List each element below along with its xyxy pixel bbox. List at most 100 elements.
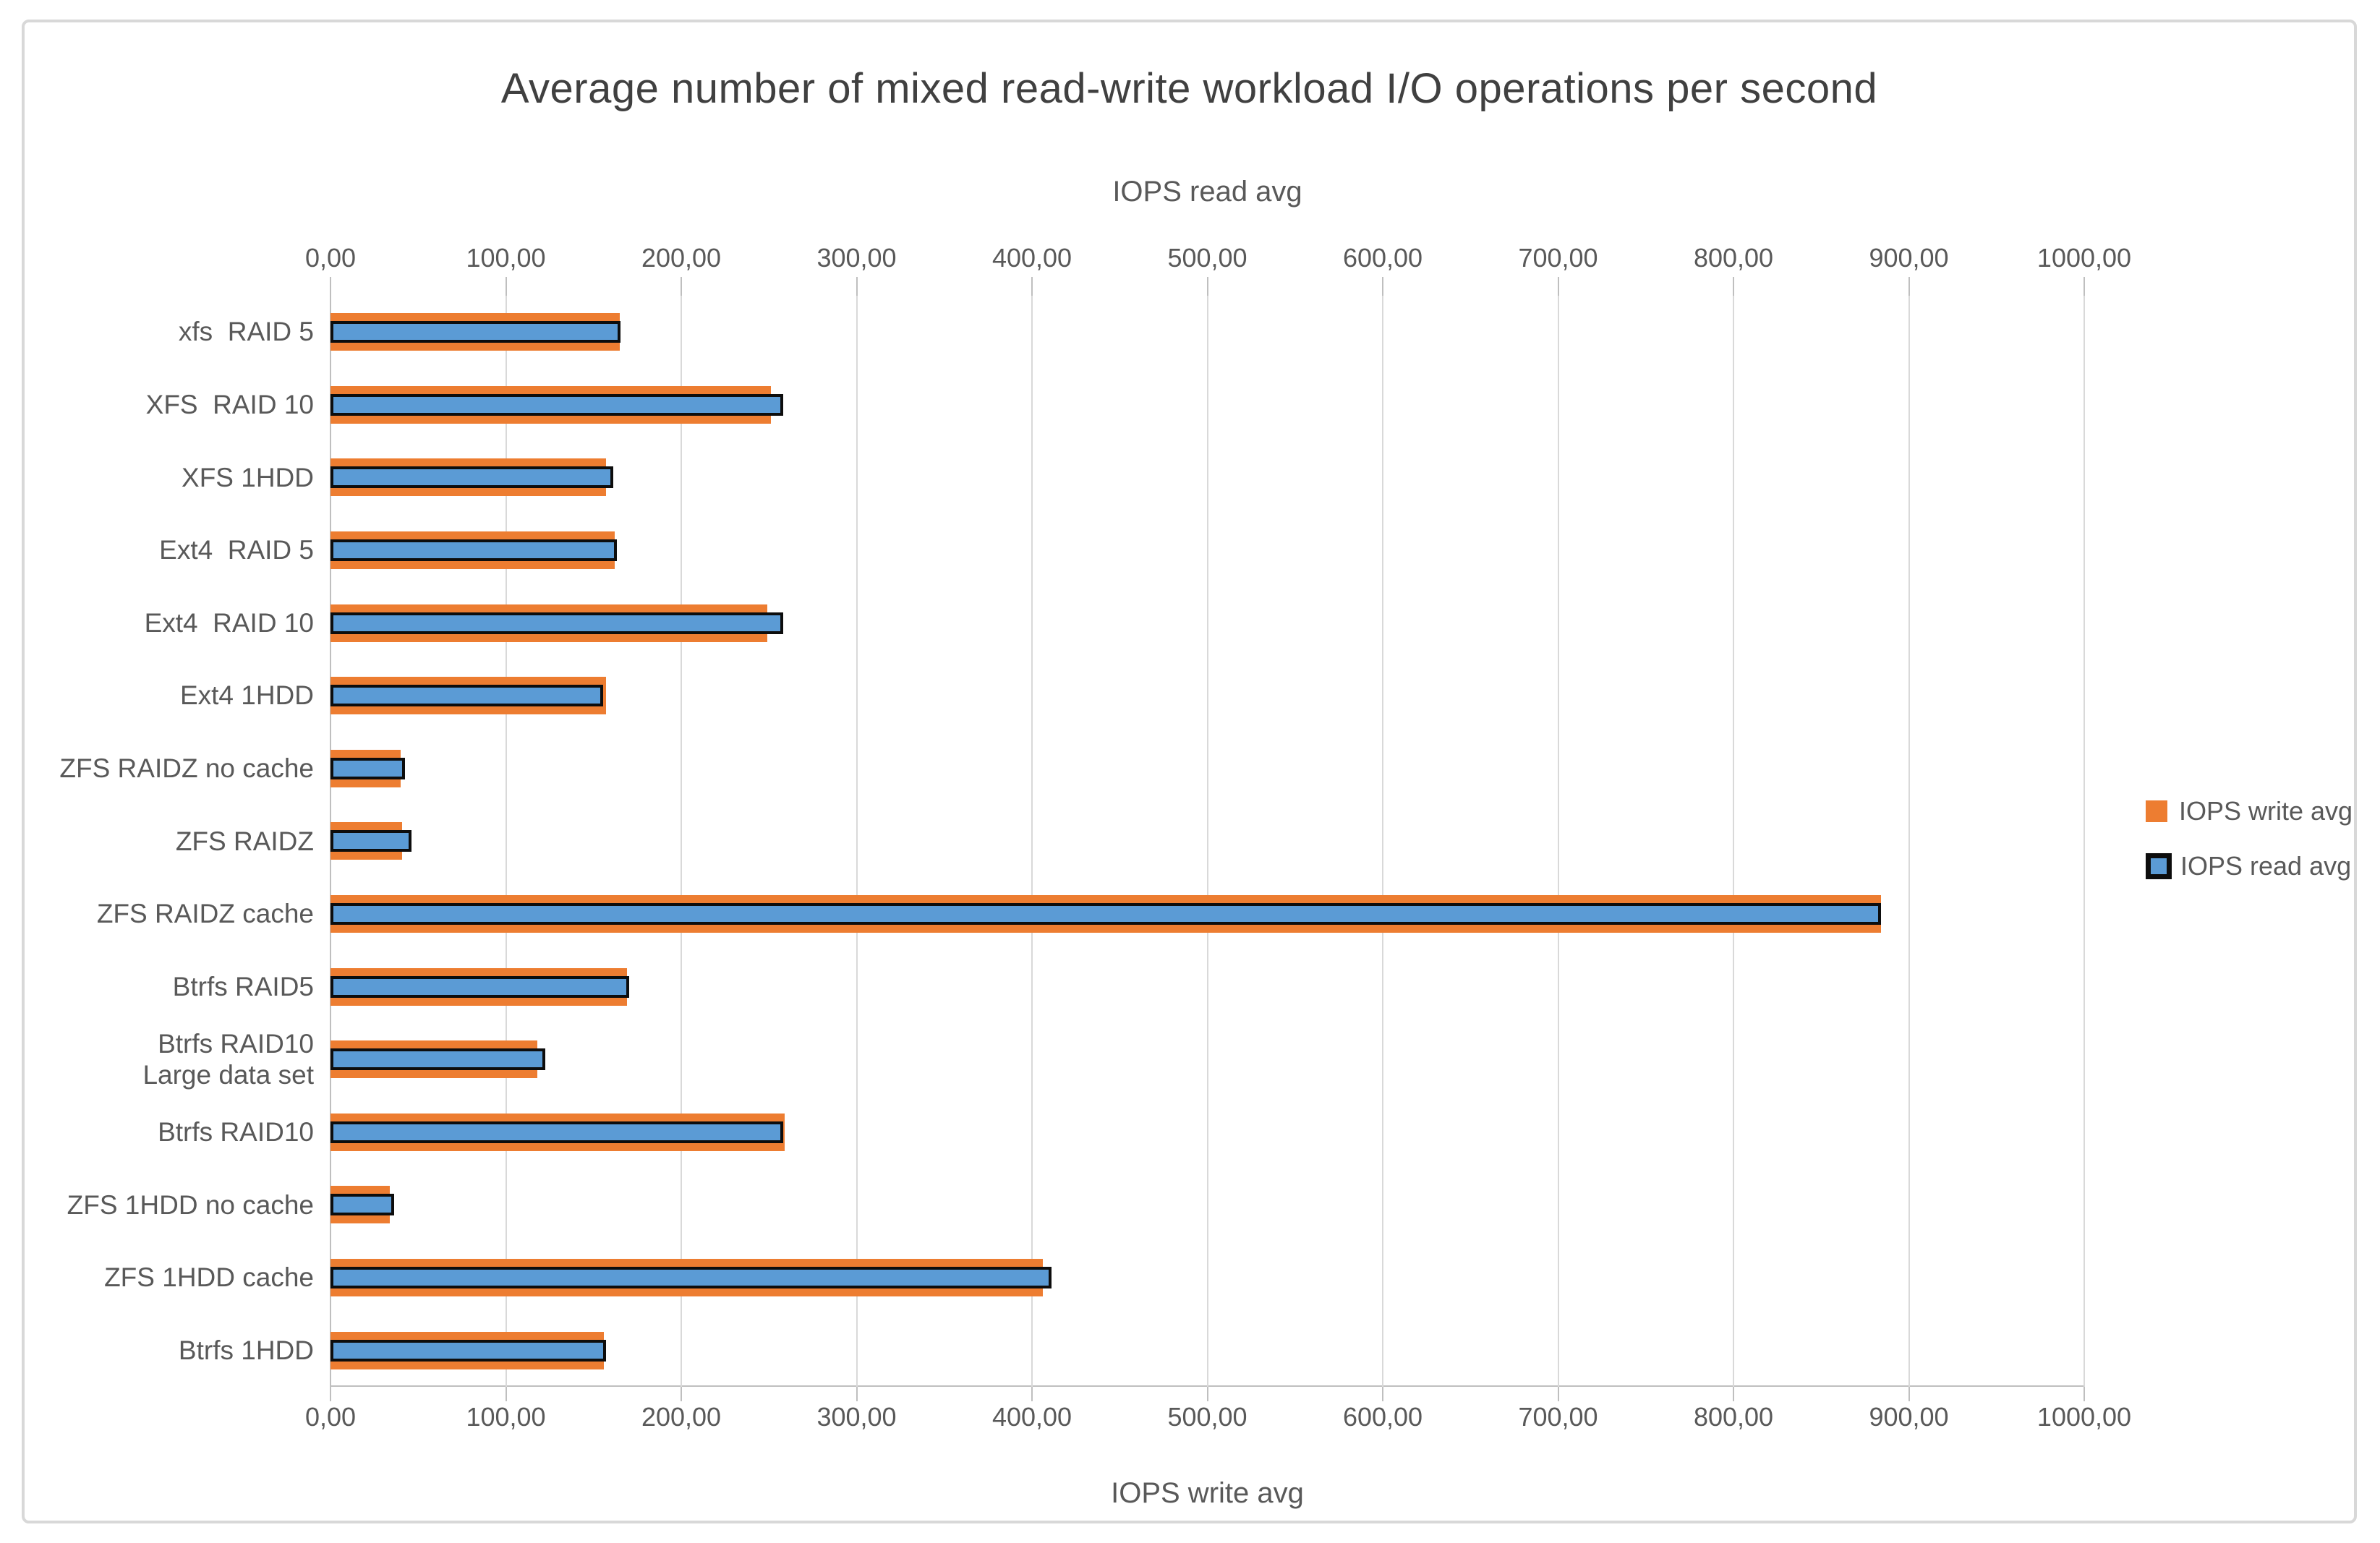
iops-read-bar	[330, 539, 617, 562]
gridline	[1382, 296, 1383, 1387]
read-swatch-icon	[2146, 853, 2172, 879]
gridline	[1206, 296, 1208, 1387]
top-axis-tick-label: 400,00	[991, 243, 1072, 273]
bottom-axis-tick	[681, 1387, 682, 1401]
bar-row	[330, 732, 2084, 805]
top-axis-tick-label: 900,00	[1869, 243, 1949, 273]
category-label: xfs RAID 5	[178, 317, 314, 347]
gridline	[856, 296, 858, 1387]
bottom-axis-tick	[1382, 1387, 1383, 1401]
bar-row	[330, 1168, 2084, 1241]
category-label: Ext4 RAID 5	[159, 535, 314, 565]
bar-row	[330, 659, 2084, 732]
gridline	[1031, 296, 1033, 1387]
bottom-axis-tick-label: 0,00	[304, 1402, 357, 1432]
top-axis-tick-label: 0,00	[304, 243, 357, 273]
category-label: XFS 1HDD	[182, 462, 314, 492]
bottom-axis-tick-label: 400,00	[991, 1402, 1072, 1432]
top-axis-tick	[2083, 277, 2085, 296]
bottom-axis-tick-label: 600,00	[1342, 1402, 1423, 1432]
gridline	[1733, 296, 1734, 1387]
top-axis-tick	[1733, 277, 1734, 296]
gridline	[2083, 296, 2085, 1387]
iops-read-bar	[330, 1267, 1052, 1289]
iops-read-bar	[330, 393, 784, 416]
gridline	[681, 296, 682, 1387]
bottom-axis-tick	[856, 1387, 858, 1401]
bottom-axis-tick-label: 100,00	[466, 1402, 546, 1432]
bottom-axis-tick-label: 300,00	[816, 1402, 897, 1432]
bar-row	[330, 369, 2084, 442]
bar-row	[330, 1096, 2084, 1169]
iops-read-bar	[330, 903, 1882, 926]
bottom-axis-tick-label: 500,00	[1167, 1402, 1247, 1432]
legend: IOPS write avg IOPS read avg	[2146, 796, 2353, 906]
category-label: Btrfs RAID5	[172, 971, 314, 1001]
top-axis-tick	[1908, 277, 1910, 296]
category-label: Btrfs RAID10 Large data set	[142, 1028, 314, 1090]
iops-read-bar	[330, 685, 603, 707]
top-axis-tick	[1031, 277, 1033, 296]
top-axis-tick	[505, 277, 507, 296]
bottom-axis-tick-label: 800,00	[1693, 1402, 1774, 1432]
bar-row	[330, 1241, 2084, 1315]
iops-read-bar	[330, 1339, 607, 1362]
iops-read-bar	[330, 466, 614, 489]
bar-row	[330, 878, 2084, 951]
category-label: ZFS 1HDD no cache	[67, 1189, 314, 1220]
top-axis-tick-label: 800,00	[1693, 243, 1774, 273]
iops-read-bar	[330, 1194, 395, 1216]
category-label: ZFS RAIDZ	[175, 826, 314, 856]
gridline	[1908, 296, 1910, 1387]
iops-read-bar	[330, 321, 620, 343]
bottom-axis-tick-label: 700,00	[1518, 1402, 1598, 1432]
bottom-axis-tick-label: 1000,00	[2036, 1402, 2132, 1432]
top-axis-tick	[1382, 277, 1383, 296]
bottom-axis-tick	[1206, 1387, 1208, 1401]
bottom-axis-title: IOPS write avg	[1111, 1477, 1304, 1509]
gridline	[1557, 296, 1559, 1387]
category-label: Btrfs RAID10	[158, 1117, 314, 1147]
bar-row	[330, 1023, 2084, 1096]
chart-title: Average number of mixed read-write workl…	[500, 65, 1878, 112]
top-axis-tick-label: 100,00	[466, 243, 546, 273]
iops-read-bar	[330, 612, 784, 634]
top-axis-tick-label: 500,00	[1167, 243, 1247, 273]
top-axis-tick-label: 1000,00	[2036, 243, 2132, 273]
write-swatch-icon	[2146, 800, 2167, 822]
category-label: ZFS 1HDD cache	[104, 1262, 314, 1293]
category-label: Ext4 RAID 10	[144, 607, 314, 638]
bottom-axis-tick	[1908, 1387, 1910, 1401]
iops-read-bar	[330, 757, 405, 779]
top-axis-tick-label: 700,00	[1518, 243, 1598, 273]
chart-frame: Average number of mixed read-write workl…	[22, 20, 2357, 1523]
top-axis-tick	[681, 277, 682, 296]
category-label: XFS RAID 10	[145, 390, 314, 420]
top-axis-tick	[856, 277, 858, 296]
top-axis-title: IOPS read avg	[1112, 176, 1302, 208]
gridline	[505, 296, 507, 1387]
category-label: ZFS RAIDZ no cache	[59, 753, 314, 784]
bottom-axis-tick	[1733, 1387, 1734, 1401]
bottom-axis-tick	[2083, 1387, 2085, 1401]
category-label: Ext4 1HDD	[179, 680, 314, 711]
bar-row	[330, 950, 2084, 1023]
top-axis-tick	[1557, 277, 1559, 296]
bottom-axis-tick-label: 900,00	[1869, 1402, 1949, 1432]
category-label: ZFS RAIDZ cache	[96, 899, 314, 929]
bottom-axis-tick	[505, 1387, 507, 1401]
bar-row	[330, 1314, 2084, 1387]
category-label: Btrfs 1HDD	[178, 1335, 314, 1365]
top-axis-tick	[1206, 277, 1208, 296]
iops-read-bar	[330, 830, 412, 852]
top-axis-tick	[330, 277, 331, 296]
top-axis-tick-label: 300,00	[816, 243, 897, 273]
bar-row	[330, 586, 2084, 659]
iops-read-bar	[330, 1048, 545, 1071]
bottom-axis-tick	[1031, 1387, 1033, 1401]
bar-row	[330, 441, 2084, 514]
bar-row	[330, 296, 2084, 369]
bar-row	[330, 514, 2084, 587]
top-axis-tick-label: 600,00	[1342, 243, 1423, 273]
